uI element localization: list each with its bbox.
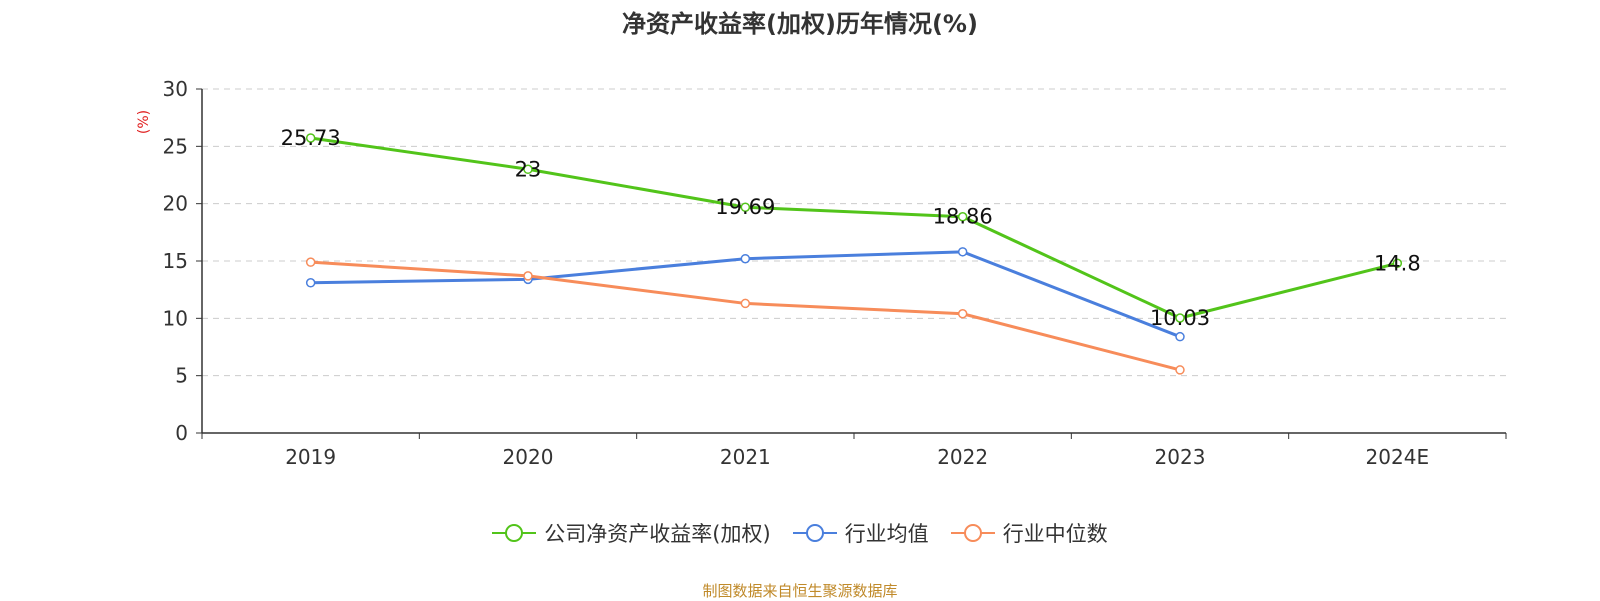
chart-title: 净资产收益率(加权)历年情况(%) <box>622 10 978 38</box>
series-line <box>310 136 1398 320</box>
y-tick-label: 0 <box>175 421 188 445</box>
data-point <box>1175 313 1185 323</box>
y-tick-label: 25 <box>163 134 188 158</box>
y-tick-label: 5 <box>175 364 188 388</box>
gridlines <box>202 88 1506 377</box>
data-point <box>1175 365 1185 375</box>
data-point <box>957 211 968 222</box>
y-tick-label: 15 <box>163 249 188 273</box>
y-tick-label: 20 <box>163 192 188 216</box>
data-point <box>523 271 533 281</box>
x-tick-label: 2019 <box>285 445 336 469</box>
data-labels: 25.73 23 19.69 18.86 10.03 14.8 <box>281 126 1421 330</box>
axes: 0 5 10 15 20 25 30 2019 2020 2021 2022 2023 2024E (%) <box>136 77 1507 469</box>
data-point <box>740 202 751 212</box>
data-point <box>740 298 751 309</box>
legend[interactable]: 公司净资产收益率(加权) 行业均值 行业中位数 <box>0 518 1600 548</box>
data-label: 25.73 <box>281 126 341 150</box>
series-line <box>310 250 1181 339</box>
y-tick-label: 10 <box>163 306 188 330</box>
y-tick-label: 30 <box>163 77 188 101</box>
data-label: 18.86 <box>933 205 993 229</box>
data-point <box>305 278 316 288</box>
legend-label: 行业均值 <box>844 522 929 546</box>
source-note: 制图数据来自恒生聚源数据库 <box>702 582 898 600</box>
x-tick-label: 2020 <box>503 445 554 469</box>
data-point <box>1392 258 1403 269</box>
data-label: 19.69 <box>715 195 775 219</box>
x-tick-label: 2021 <box>720 445 771 469</box>
data-label: 14.8 <box>1374 251 1421 275</box>
data-point <box>1175 331 1185 342</box>
legend-item[interactable]: 公司净资产收益率(加权) <box>492 518 771 548</box>
legend-item[interactable]: 行业均值 <box>792 518 929 548</box>
data-point <box>957 247 968 257</box>
data-label: 10.03 <box>1150 306 1210 330</box>
legend-label: 行业中位数 <box>1002 522 1108 546</box>
legend-item[interactable]: 行业中位数 <box>950 518 1108 548</box>
y-axis-title: (%) <box>136 110 152 134</box>
data-point <box>305 257 316 267</box>
legend-marker-icon <box>950 524 995 542</box>
data-point <box>957 308 968 319</box>
legend-label: 公司净资产收益率(加权) <box>544 522 771 546</box>
x-tick-label: 2023 <box>1155 445 1206 469</box>
series-lines <box>305 133 1403 375</box>
legend-marker-icon <box>792 524 837 542</box>
x-tick-label: 2024E <box>1366 445 1430 469</box>
series-line <box>310 260 1181 372</box>
data-point <box>740 253 751 264</box>
data-label: 23 <box>515 157 542 181</box>
data-point <box>305 133 316 143</box>
x-tick-label: 2022 <box>937 445 988 469</box>
legend-marker-icon <box>492 524 537 542</box>
data-point <box>523 164 533 175</box>
